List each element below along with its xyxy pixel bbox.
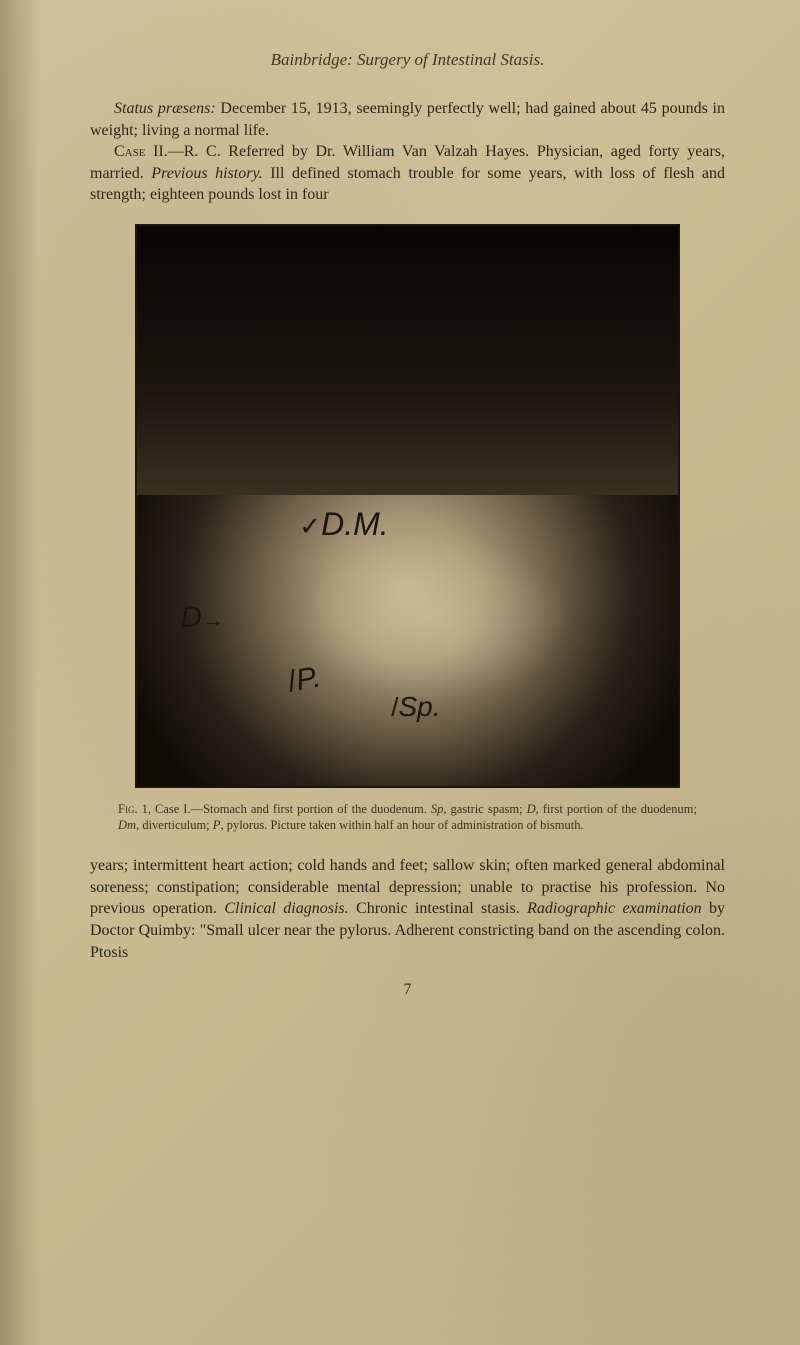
caption-text-3: , first portion of the duodenum; [536,802,697,816]
status-praesens-label: Status præsens: [114,100,216,117]
page-number: 7 [90,981,725,999]
running-header: Bainbridge: Surgery of Intestinal Stasis… [90,50,725,70]
caption-fig-label: Fig. 1 [118,802,148,816]
figure-caption: Fig. 1, Case I.—Stomach and first portio… [118,802,697,833]
radiograph-image: ✓D.M. D→ /P. /Sp. [137,226,678,786]
figure-label-sp: /Sp. [391,691,440,723]
figure-container: ✓D.M. D→ /P. /Sp. [135,224,680,788]
caption-d: D [527,802,536,816]
caption-text-2: , gastric spasm; [443,802,526,816]
body-paragraph-1: Status præsens: December 15, 1913, seemi… [90,98,725,141]
caption-text-4: , diverticulum; [136,818,213,832]
figure-label-dm: ✓D.M. [299,506,388,543]
figure-label-p: /P. [286,660,324,699]
body-paragraph-2: Case II.—R. C. Referred by Dr. William V… [90,141,725,206]
previous-history-label: Previous history. [151,165,262,182]
clinical-text: Chronic intestinal stasis. [349,900,527,917]
caption-text-5: , pylorus. Picture taken within half an … [220,818,583,832]
body-paragraph-3: years; intermittent heart action; cold h… [90,855,725,963]
figure-label-d: D→ [180,601,224,635]
caption-dm: Dm [118,818,136,832]
clinical-diagnosis-label: Clinical diagnosis. [224,900,348,917]
case-label: Case II. [114,143,168,160]
caption-text-1: , Case I.—Stomach and first portion of t… [148,802,431,816]
binding-shadow [0,0,40,1345]
caption-sp: Sp [431,802,444,816]
radiographic-exam-label: Radiographic examination [527,900,702,917]
